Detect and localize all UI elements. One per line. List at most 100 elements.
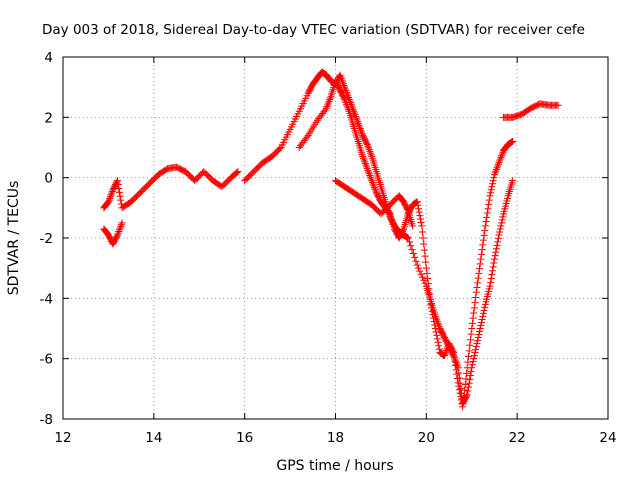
data-point-marker — [322, 104, 330, 112]
data-point-marker — [337, 73, 345, 81]
data-point-marker — [326, 94, 334, 102]
data-point-marker — [474, 337, 482, 345]
data-point-marker — [423, 269, 431, 277]
data-point-marker — [472, 343, 480, 351]
data-point-marker — [362, 161, 370, 169]
data-point-marker — [491, 252, 499, 260]
series-sdtvar-trace-d — [295, 77, 517, 411]
data-point-marker — [464, 387, 472, 395]
data-point-marker — [413, 198, 421, 206]
data-point-marker — [470, 309, 478, 317]
data-point-marker — [477, 255, 485, 263]
y-tick-label: -4 — [40, 291, 53, 307]
data-point-marker — [324, 101, 332, 109]
data-point-marker — [496, 228, 504, 236]
data-point-marker — [494, 234, 502, 242]
data-point-marker — [422, 258, 430, 266]
data-point-marker — [465, 347, 473, 355]
data-point-marker — [363, 140, 371, 148]
data-point-marker — [483, 209, 491, 217]
data-point-marker — [455, 382, 463, 390]
data-point-marker — [478, 246, 486, 254]
data-point-marker — [499, 213, 507, 221]
data-point-marker — [497, 222, 505, 230]
data-point-marker — [341, 83, 349, 91]
data-point-marker — [341, 85, 349, 93]
data-point-marker — [475, 331, 483, 339]
data-point-marker — [470, 352, 478, 360]
x-tick-label: 22 — [509, 430, 526, 446]
data-point-marker — [554, 101, 562, 109]
data-point-marker — [415, 208, 423, 216]
data-point-marker — [108, 189, 116, 197]
data-point-marker — [466, 341, 474, 349]
data-point-marker — [116, 224, 124, 232]
data-point-marker — [339, 78, 347, 86]
data-point-marker — [399, 226, 407, 234]
data-point-marker — [481, 222, 489, 230]
data-point-marker — [409, 222, 417, 230]
data-point-marker — [356, 123, 364, 131]
data-point-marker — [359, 154, 367, 162]
data-point-marker — [490, 255, 498, 263]
data-point-marker — [468, 319, 476, 327]
data-point-marker — [417, 218, 425, 226]
data-point-marker — [117, 221, 125, 229]
data-point-marker — [476, 265, 484, 273]
data-point-marker — [496, 225, 504, 233]
data-point-marker — [465, 379, 473, 387]
data-point-marker — [450, 353, 458, 361]
series-sdtvar-trace-c — [241, 68, 517, 408]
data-point-marker — [385, 209, 393, 217]
data-point-marker — [116, 192, 124, 200]
x-tick-label: 18 — [327, 430, 344, 446]
data-point-marker — [463, 369, 471, 377]
data-point-marker — [441, 352, 448, 360]
data-point-marker — [492, 167, 500, 175]
data-point-marker — [474, 334, 482, 342]
data-point-marker — [484, 205, 492, 213]
data-point-marker — [342, 99, 350, 107]
data-point-marker — [363, 165, 371, 173]
data-point-marker — [408, 246, 416, 254]
data-point-marker — [420, 276, 428, 284]
data-point-marker — [468, 325, 476, 332]
data-point-marker — [365, 146, 373, 154]
data-point-marker — [509, 177, 517, 185]
data-point-marker — [433, 331, 441, 339]
data-point-marker — [234, 168, 242, 176]
data-point-marker — [276, 145, 284, 153]
data-point-marker — [367, 151, 375, 159]
data-point-marker — [336, 71, 344, 79]
series-sdtvar-trace-a — [100, 163, 242, 212]
data-point-marker — [497, 153, 505, 161]
data-point-marker — [487, 275, 495, 283]
data-point-marker — [358, 130, 366, 138]
data-point-marker — [434, 319, 442, 327]
y-tick-label: 0 — [44, 171, 53, 187]
data-point-marker — [472, 293, 480, 301]
data-point-marker — [344, 106, 352, 114]
series-sdtvar-trace-f — [500, 100, 562, 121]
data-point-marker — [369, 180, 377, 188]
data-point-marker — [427, 300, 435, 308]
data-point-marker — [114, 181, 122, 189]
data-point-marker — [487, 189, 495, 197]
data-point-marker — [343, 100, 351, 108]
data-point-marker — [361, 158, 369, 166]
data-point-marker — [430, 318, 438, 326]
data-point-marker — [470, 304, 478, 312]
data-point-marker — [488, 271, 496, 279]
x-axis-label: GPS time / hours — [276, 458, 393, 474]
data-point-marker — [449, 347, 457, 355]
data-point-marker — [354, 119, 362, 127]
data-point-marker — [441, 350, 449, 358]
data-point-marker — [114, 231, 121, 239]
data-point-marker — [477, 250, 485, 258]
data-point-marker — [366, 147, 374, 155]
data-point-marker — [342, 87, 350, 95]
data-point-marker — [492, 245, 500, 253]
data-point-marker — [115, 228, 123, 236]
data-point-marker — [472, 288, 480, 296]
